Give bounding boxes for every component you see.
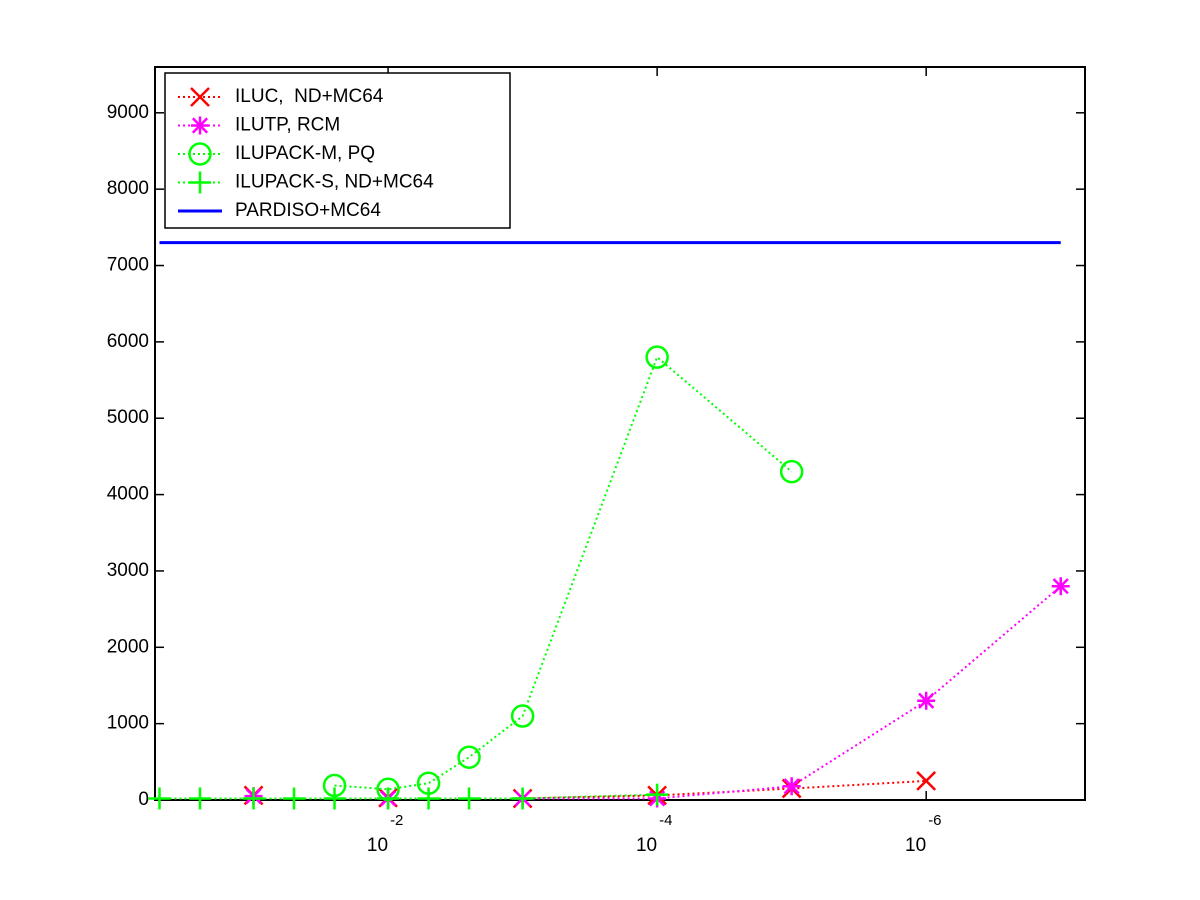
y-tick-label: 8000 xyxy=(107,178,149,199)
marker xyxy=(917,691,936,710)
marker xyxy=(190,87,210,107)
marker-circle xyxy=(645,345,669,369)
marker-stroke xyxy=(918,692,935,709)
marker-stroke xyxy=(916,771,937,791)
marker xyxy=(782,777,801,796)
marker-circle xyxy=(188,142,212,166)
marker xyxy=(188,787,211,810)
x-tick-label: 10 xyxy=(905,835,926,856)
marker-stroke xyxy=(1052,578,1069,595)
marker xyxy=(779,459,804,484)
y-tick-label: 6000 xyxy=(107,331,149,352)
y-tick-label: 4000 xyxy=(107,484,149,505)
series-line xyxy=(159,793,658,800)
y-tick-label: 1000 xyxy=(107,713,149,734)
marker xyxy=(148,787,171,810)
marker xyxy=(511,787,534,810)
x-tick-label: 10 xyxy=(636,835,657,856)
legend-label: ILUC, ND+MC64 xyxy=(235,86,384,107)
marker-stroke xyxy=(783,778,800,795)
legend-label: ILUTP, RCM xyxy=(235,115,340,136)
x-tick-exponent: -6 xyxy=(928,812,941,829)
marker xyxy=(323,787,346,810)
marker xyxy=(377,787,400,810)
marker-circle xyxy=(457,745,481,769)
y-tick-label: 0 xyxy=(138,789,149,810)
legend-label: PARDISO+MC64 xyxy=(235,200,381,221)
x-tick-exponent: -4 xyxy=(659,812,672,829)
x-tick-label: 10 xyxy=(367,835,388,856)
y-tick-label: 2000 xyxy=(107,636,149,657)
marker xyxy=(916,771,937,791)
marker xyxy=(189,171,211,194)
y-tick-label: 5000 xyxy=(107,407,149,428)
marker xyxy=(646,783,669,806)
marker xyxy=(457,745,481,769)
marker-circle xyxy=(779,459,804,484)
x-tick-exponent: -2 xyxy=(390,812,403,829)
marker xyxy=(283,787,306,810)
marker xyxy=(645,345,669,369)
legend-box xyxy=(164,72,511,229)
y-tick-label: 9000 xyxy=(107,102,149,123)
marker xyxy=(417,787,440,810)
marker xyxy=(510,704,535,728)
marker xyxy=(1051,577,1070,596)
marker-stroke xyxy=(191,117,209,134)
legend-label: ILUPACK-M, PQ xyxy=(235,143,375,164)
marker xyxy=(242,787,265,810)
legend-label: ILUPACK-S, ND+MC64 xyxy=(235,172,434,193)
marker xyxy=(188,142,212,166)
y-tick-label: 7000 xyxy=(107,255,149,276)
marker-stroke xyxy=(190,87,210,107)
marker xyxy=(458,787,481,810)
y-tick-label: 3000 xyxy=(107,560,149,581)
marker-circle xyxy=(510,704,535,728)
series-line xyxy=(522,779,927,800)
marker xyxy=(191,116,209,135)
